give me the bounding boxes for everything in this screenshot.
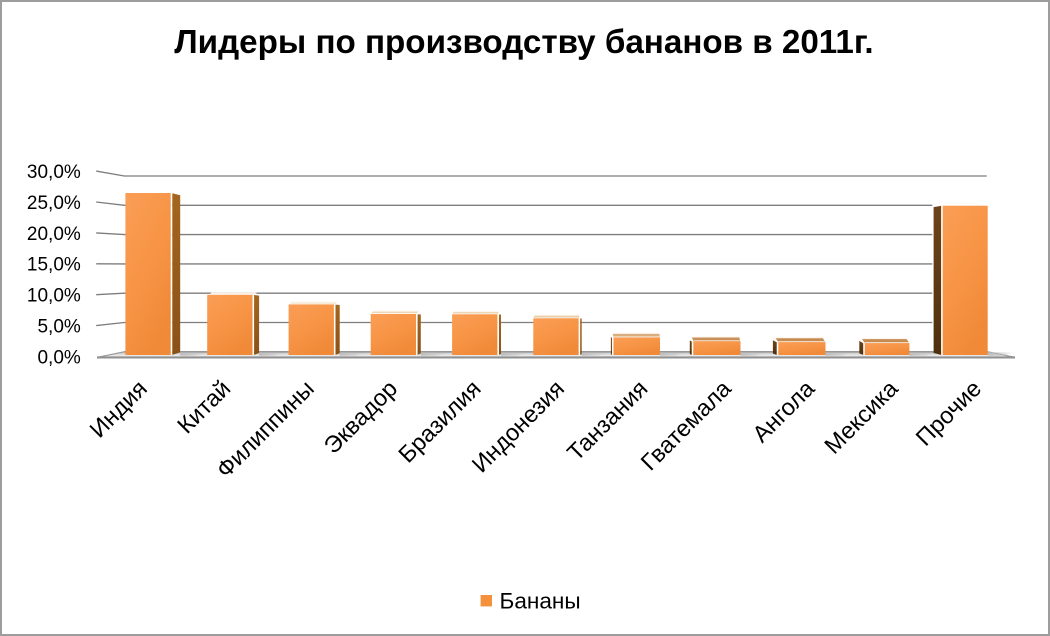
svg-text:Бананы: Бананы: [500, 589, 581, 614]
svg-text:20,0%: 20,0%: [27, 224, 81, 245]
svg-text:30,0%: 30,0%: [27, 162, 81, 183]
svg-text:15,0%: 15,0%: [27, 255, 81, 276]
svg-text:5,0%: 5,0%: [37, 317, 80, 338]
svg-text:10,0%: 10,0%: [27, 286, 81, 307]
svg-text:Лидеры по производству бананов: Лидеры по производству бананов в 2011г.: [174, 24, 873, 61]
svg-text:25,0%: 25,0%: [27, 193, 81, 214]
svg-text:0,0%: 0,0%: [37, 347, 80, 368]
